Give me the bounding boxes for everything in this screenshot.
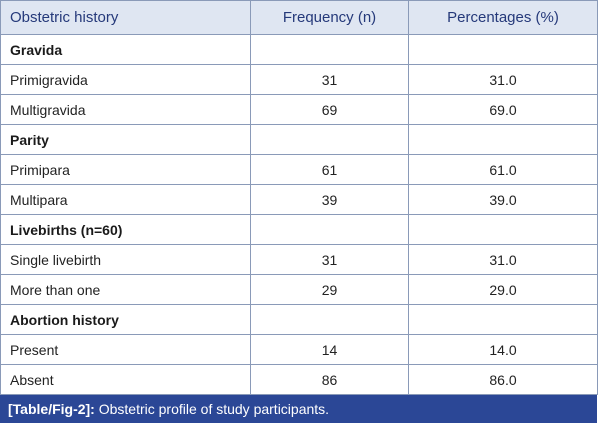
table-row: More than one 29 29.0 (0, 274, 598, 305)
section-row-parity: Parity (0, 124, 598, 155)
table-row: Multigravida 69 69.0 (0, 94, 598, 125)
caption-ref: [Table/Fig-2]: (8, 401, 95, 417)
table-row: Absent 86 86.0 (0, 364, 598, 395)
row-label: More than one (0, 274, 251, 305)
row-frequency: 69 (250, 94, 409, 125)
row-percentage: 31.0 (408, 64, 598, 95)
row-frequency: 61 (250, 154, 409, 185)
section-empty-cell (408, 34, 598, 65)
section-empty-cell (250, 304, 409, 335)
row-frequency: 39 (250, 184, 409, 215)
table-row: Single livebirth 31 31.0 (0, 244, 598, 275)
row-label: Multigravida (0, 94, 251, 125)
section-empty-cell (408, 124, 598, 155)
section-title: Livebirths (n=60) (0, 214, 251, 245)
section-title: Abortion history (0, 304, 251, 335)
section-title: Parity (0, 124, 251, 155)
section-row-gravida: Gravida (0, 34, 598, 65)
row-frequency: 14 (250, 334, 409, 365)
row-frequency: 31 (250, 244, 409, 275)
section-empty-cell (250, 214, 409, 245)
row-percentage: 29.0 (408, 274, 598, 305)
table-row: Primipara 61 61.0 (0, 154, 598, 185)
header-obstetric-history: Obstetric history (0, 0, 251, 35)
table-row: Present 14 14.0 (0, 334, 598, 365)
section-row-livebirths: Livebirths (n=60) (0, 214, 598, 245)
row-label: Single livebirth (0, 244, 251, 275)
row-percentage: 14.0 (408, 334, 598, 365)
section-empty-cell (408, 214, 598, 245)
row-label: Primipara (0, 154, 251, 185)
table-figure: Obstetric history Frequency (n) Percenta… (0, 0, 598, 423)
obstetric-profile-table: Obstetric history Frequency (n) Percenta… (0, 0, 598, 395)
table-caption: [Table/Fig-2]: Obstetric profile of stud… (0, 395, 597, 423)
row-label: Absent (0, 364, 251, 395)
table-header-row: Obstetric history Frequency (n) Percenta… (0, 0, 598, 35)
section-empty-cell (250, 124, 409, 155)
table-row: Primigravida 31 31.0 (0, 64, 598, 95)
header-percentages: Percentages (%) (408, 0, 598, 35)
row-percentage: 69.0 (408, 94, 598, 125)
section-row-abortion-history: Abortion history (0, 304, 598, 335)
row-percentage: 86.0 (408, 364, 598, 395)
row-frequency: 86 (250, 364, 409, 395)
row-percentage: 39.0 (408, 184, 598, 215)
row-label: Multipara (0, 184, 251, 215)
caption-text: Obstetric profile of study participants. (94, 401, 330, 417)
header-frequency: Frequency (n) (250, 0, 409, 35)
section-title: Gravida (0, 34, 251, 65)
row-label: Present (0, 334, 251, 365)
row-frequency: 31 (250, 64, 409, 95)
table-row: Multipara 39 39.0 (0, 184, 598, 215)
row-percentage: 31.0 (408, 244, 598, 275)
section-empty-cell (408, 304, 598, 335)
row-percentage: 61.0 (408, 154, 598, 185)
row-frequency: 29 (250, 274, 409, 305)
row-label: Primigravida (0, 64, 251, 95)
section-empty-cell (250, 34, 409, 65)
